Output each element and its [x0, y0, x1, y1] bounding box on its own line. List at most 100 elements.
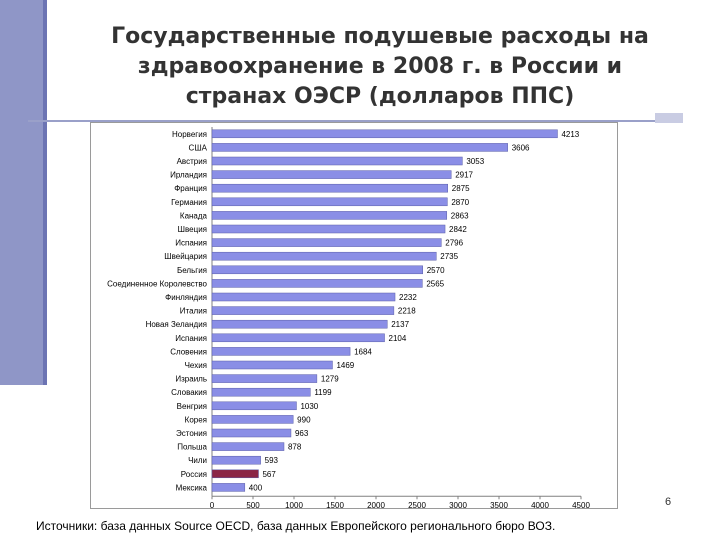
data-label: 1469 — [336, 361, 354, 370]
data-label: 1199 — [314, 388, 332, 397]
category-label: США — [189, 143, 208, 152]
data-label-box — [292, 428, 323, 437]
data-label-box — [246, 482, 277, 492]
data-label-box — [295, 414, 326, 424]
decorative-divider-line — [28, 120, 683, 122]
data-label-box — [298, 400, 329, 410]
category-label: Бельгия — [177, 266, 207, 275]
data-label: 1279 — [321, 375, 339, 384]
category-label: Новая Зеландия — [146, 320, 207, 329]
data-label-box — [262, 455, 293, 465]
data-label: 2570 — [427, 266, 445, 275]
data-label-box — [389, 319, 420, 329]
x-tick-label: 3000 — [449, 501, 467, 510]
bar — [211, 197, 448, 207]
category-label: Эстония — [176, 429, 207, 438]
x-tick-label: 1500 — [326, 501, 344, 510]
bar — [211, 251, 437, 261]
data-label-box — [424, 278, 455, 288]
slide-title-line-1: Государственные подушевые расходы на — [111, 24, 649, 49]
category-label: Норвегия — [172, 130, 207, 139]
slide-title: Государственные подушевые расходы на здр… — [60, 22, 700, 112]
bar — [211, 455, 261, 465]
category-label: Словакия — [171, 388, 207, 397]
bar — [211, 428, 292, 438]
data-label: 1030 — [300, 402, 318, 411]
data-label: 400 — [249, 483, 263, 492]
category-label: Соединенное Королевство — [107, 279, 207, 288]
data-label: 2735 — [440, 252, 458, 261]
category-label: Германия — [171, 198, 207, 207]
data-label-box — [443, 237, 474, 247]
x-tick-label: 2500 — [408, 501, 426, 510]
data-label-box — [334, 360, 365, 369]
data-label: 2863 — [451, 211, 469, 220]
bar — [211, 211, 448, 220]
bar — [211, 279, 423, 288]
x-tick-label: 0 — [210, 501, 215, 510]
bar — [211, 415, 294, 424]
data-label-box — [386, 332, 417, 342]
bar — [211, 129, 558, 139]
category-label: Мексика — [176, 483, 208, 492]
category-label: Испания — [175, 239, 207, 248]
x-tick-label: 3500 — [490, 501, 508, 510]
data-label: 2875 — [452, 184, 470, 193]
data-label-box — [424, 264, 455, 274]
bar — [211, 360, 333, 370]
slide-title-line-2: здравоохранение в 2008 г. в России и — [137, 54, 623, 79]
data-label-box — [509, 142, 540, 152]
decorative-side-bar-edge — [43, 0, 47, 385]
bar — [211, 442, 285, 451]
x-tick-label: 500 — [246, 501, 260, 510]
data-label: 2917 — [455, 171, 473, 180]
data-label-box — [285, 441, 316, 451]
data-label-box — [464, 156, 495, 165]
data-label: 2232 — [399, 293, 417, 302]
data-label: 3606 — [512, 143, 530, 152]
data-label: 990 — [297, 415, 311, 424]
decorative-divider-accent — [655, 113, 683, 123]
bar — [211, 183, 448, 193]
bar — [211, 224, 446, 234]
bar — [211, 319, 388, 329]
category-label: Швеция — [178, 225, 207, 234]
category-label: Италия — [180, 307, 207, 316]
data-label: 878 — [288, 443, 302, 452]
bar — [211, 306, 395, 315]
category-label: Корея — [185, 415, 207, 424]
category-label: Финляндия — [165, 293, 207, 302]
data-label-box — [559, 128, 590, 138]
data-label-box — [260, 468, 291, 478]
bar — [211, 387, 311, 397]
category-label: Канада — [180, 211, 208, 220]
data-label-box — [449, 196, 480, 206]
data-label-box — [453, 169, 484, 179]
data-label-box — [318, 373, 349, 383]
bar — [211, 143, 508, 152]
data-label-box — [312, 387, 343, 397]
bar — [211, 238, 442, 247]
category-label: Чехия — [185, 361, 207, 370]
category-label: Ирландия — [170, 171, 207, 180]
category-label: Россия — [181, 470, 207, 479]
bar — [211, 265, 423, 275]
data-label-box — [438, 251, 469, 261]
data-label-box — [395, 305, 426, 315]
data-label: 2104 — [389, 334, 407, 343]
data-label-box — [449, 183, 480, 193]
bar — [211, 347, 351, 356]
page-number: 6 — [665, 496, 672, 508]
data-label: 3053 — [466, 157, 484, 166]
category-label: Франция — [174, 184, 207, 193]
data-label-box — [448, 210, 479, 220]
bar — [211, 156, 463, 166]
source-note: Источники: база данных Source OECD, база… — [36, 519, 556, 533]
x-tick-label: 1000 — [285, 501, 303, 510]
data-label-box — [397, 292, 428, 301]
category-label: Израиль — [175, 375, 207, 384]
x-tick-label: 2000 — [367, 501, 385, 510]
bar — [211, 292, 396, 302]
data-label: 1684 — [354, 347, 372, 356]
